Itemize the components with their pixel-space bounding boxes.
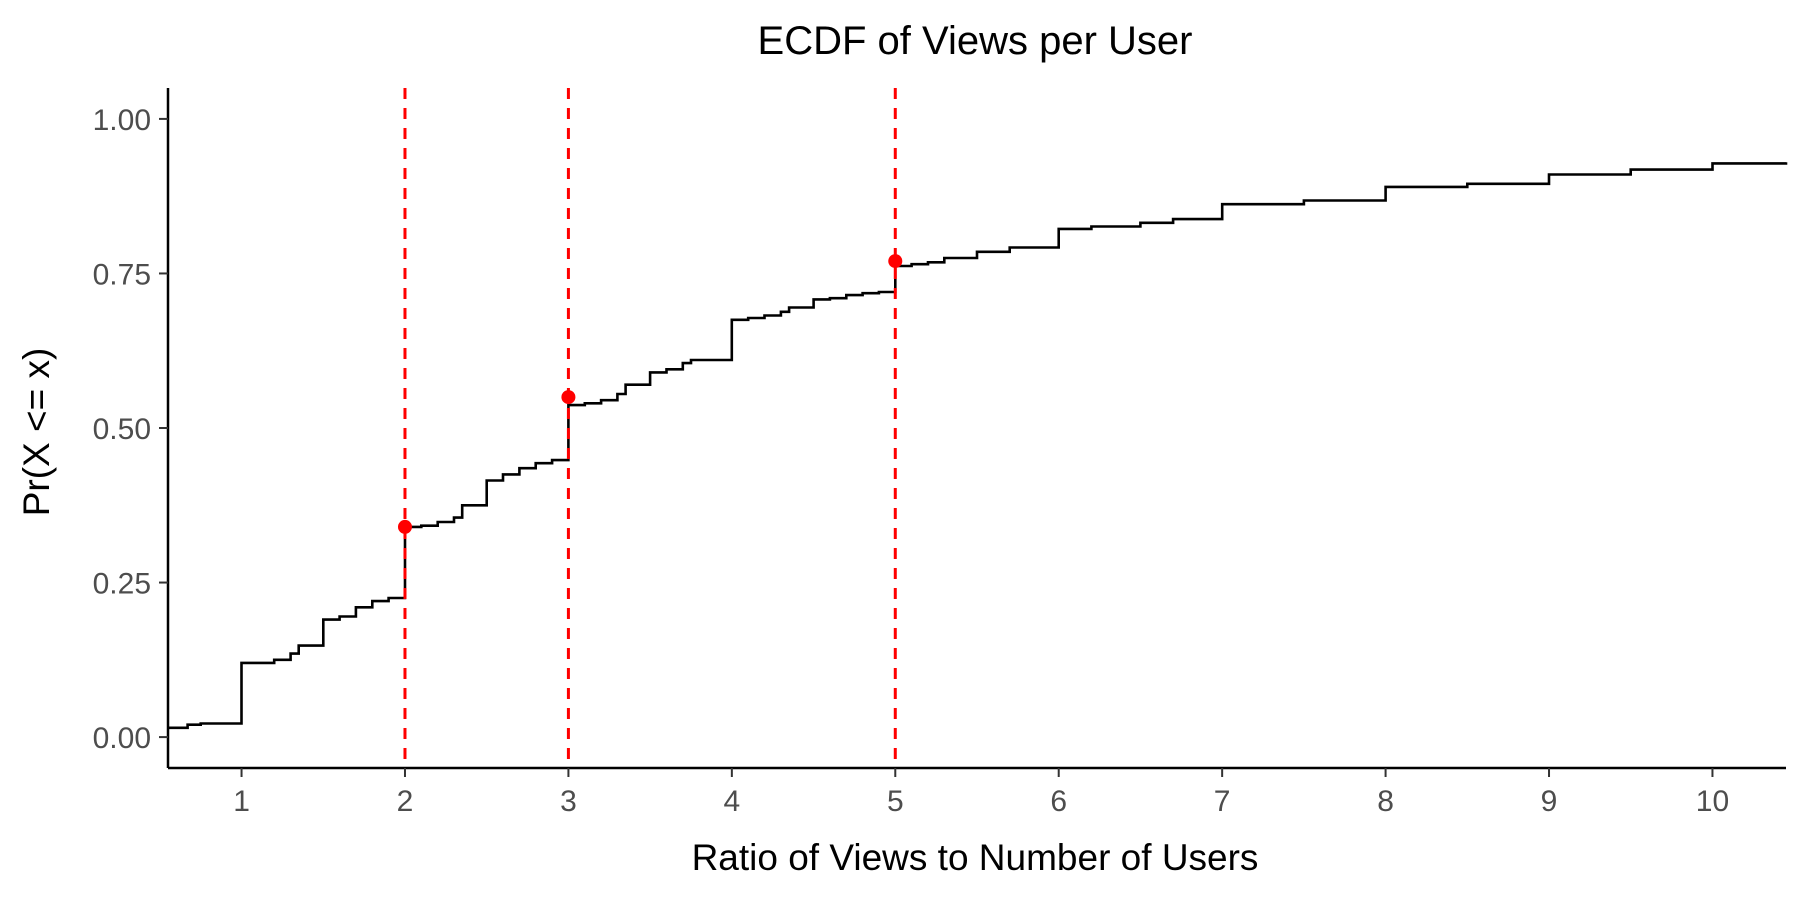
y-tick-label-0: 0.00 [93, 722, 151, 755]
x-tick-label-5: 5 [887, 785, 904, 818]
y-tick-label-2: 0.50 [93, 413, 151, 446]
chart-title: ECDF of Views per User [758, 19, 1193, 63]
x-tick-label-1: 1 [233, 785, 250, 818]
x-tick-label-2: 2 [397, 785, 414, 818]
x-tick-label-3: 3 [560, 785, 577, 818]
highlight-point-x-5 [888, 254, 903, 269]
y-axis-ticks: 0.00 0.25 0.50 0.75 1.00 [93, 104, 168, 755]
highlight-point-x-3 [561, 390, 576, 405]
y-tick-label-1: 0.25 [93, 568, 151, 601]
x-tick-label-7: 7 [1214, 785, 1231, 818]
x-axis-title: Ratio of Views to Number of Users [692, 837, 1259, 878]
ecdf-step-line [168, 162, 1788, 730]
plot-area [168, 88, 1788, 768]
x-tick-label-4: 4 [724, 785, 741, 818]
x-tick-label-8: 8 [1377, 785, 1394, 818]
x-tick-label-9: 9 [1541, 785, 1558, 818]
y-tick-label-4: 1.00 [93, 104, 151, 137]
x-axis-ticks: 1 2 3 4 5 6 7 8 9 10 [233, 768, 1729, 818]
y-axis-title: Pr(X <= x) [16, 348, 57, 517]
y-tick-label-3: 0.75 [93, 258, 151, 291]
x-tick-label-6: 6 [1050, 785, 1067, 818]
x-tick-label-10: 10 [1696, 785, 1729, 818]
highlight-point-x-2 [397, 519, 412, 534]
